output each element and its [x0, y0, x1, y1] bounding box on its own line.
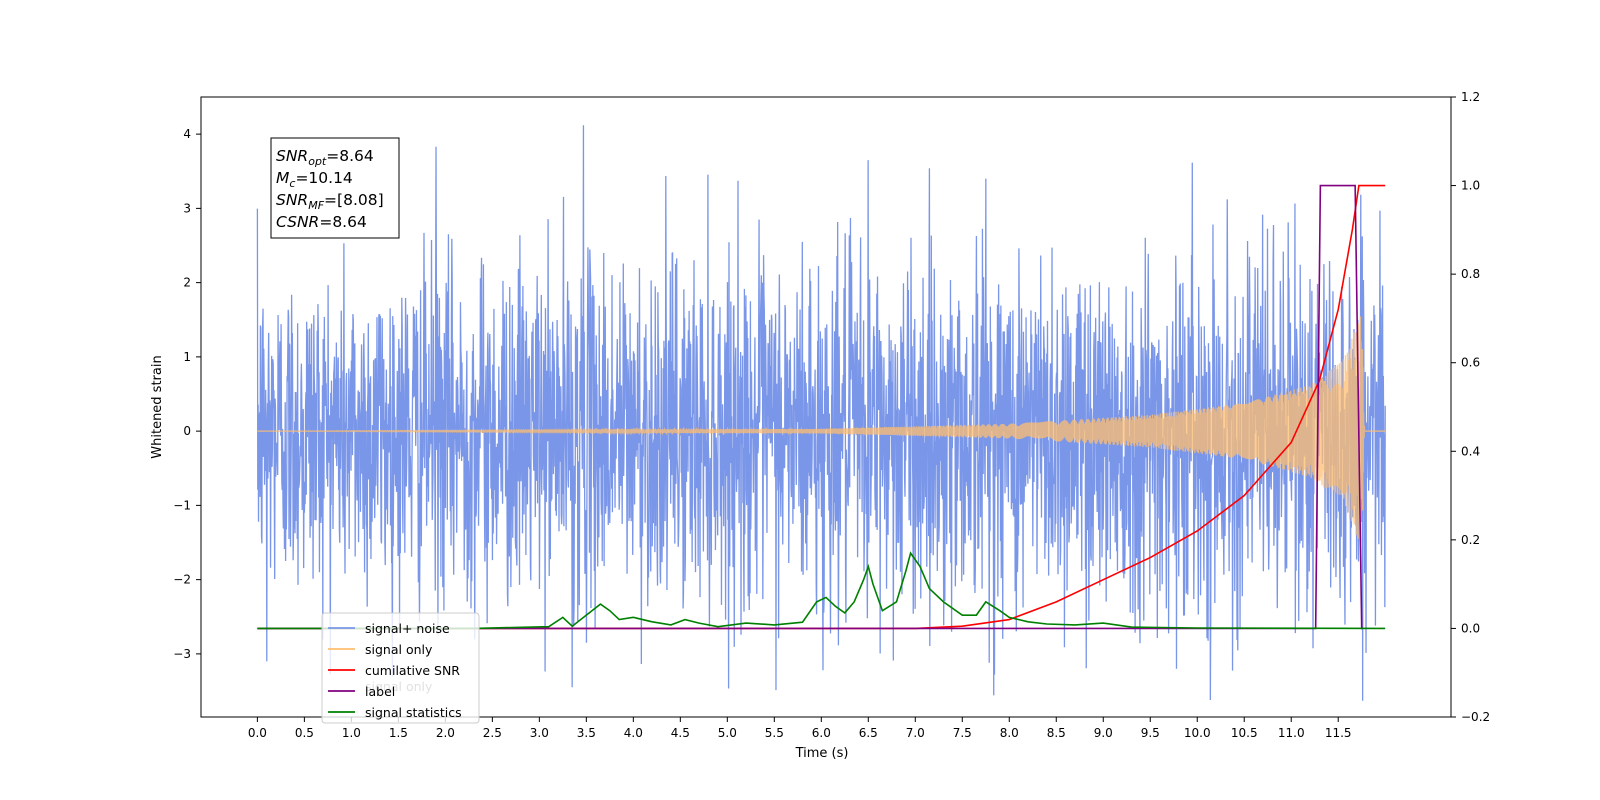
y-right-tick-label: 0.8 [1461, 267, 1480, 281]
x-tick-label: 10.5 [1231, 726, 1258, 740]
x-tick-label: 5.0 [718, 726, 737, 740]
x-tick-label: 0.5 [295, 726, 314, 740]
series-cumilative-snr [257, 184, 1386, 630]
series-layer [256, 125, 1386, 701]
plot-frame [200, 96, 1452, 718]
legend-label: cumilative SNR [365, 663, 460, 678]
x-tick-label: 11.5 [1325, 726, 1352, 740]
legend-overlap-text: signal only [365, 679, 433, 694]
x-tick-label: 10.0 [1184, 726, 1211, 740]
y-axis-right: −0.2 0.0 0.2 0.4 0.6 0.8 1.0 1.2 [1451, 90, 1490, 724]
x-tick-label: 5.5 [765, 726, 784, 740]
x-tick-label: 6.5 [859, 726, 878, 740]
x-tick-label: 3.0 [530, 726, 549, 740]
legend-label: signal statistics [365, 705, 462, 720]
y-left-tick-label: 3 [183, 201, 191, 215]
y-right-tick-label: −0.2 [1461, 710, 1490, 724]
x-tick-label: 4.5 [671, 726, 690, 740]
x-tick-label: 6.0 [812, 726, 831, 740]
legend-frame [321, 612, 480, 724]
y-right-tick-label: 0.0 [1461, 621, 1480, 635]
x-tick-label: 1.0 [342, 726, 361, 740]
y-axis-left: −3 −2 −1 0 1 2 3 4 [173, 127, 201, 661]
y-right-tick-label: 0.4 [1461, 444, 1480, 458]
x-tick-label: 8.5 [1047, 726, 1066, 740]
x-tick-label: 2.0 [436, 726, 455, 740]
x-tick-label: 7.5 [953, 726, 972, 740]
x-tick-label: 4.0 [624, 726, 643, 740]
legend-label: signal+ noise [365, 621, 450, 636]
series-signal-only [257, 316, 1386, 543]
annotation-line: CSNR=8.64 [276, 213, 367, 231]
annotation-frame [270, 137, 400, 239]
y-right-tick-label: 1.2 [1461, 90, 1480, 104]
legend-label: label [365, 684, 395, 699]
y-left-tick-label: −1 [173, 498, 191, 512]
x-tick-label: 9.0 [1094, 726, 1113, 740]
x-tick-label: 7.0 [906, 726, 925, 740]
annotation-line: SNRopt=8.64 [276, 147, 374, 168]
y-left-tick-label: 1 [183, 350, 191, 364]
y-right-tick-label: 0.2 [1461, 533, 1480, 547]
x-tick-label: 9.5 [1141, 726, 1160, 740]
x-tick-label: 11.0 [1278, 726, 1305, 740]
y-left-tick-label: 0 [183, 424, 191, 438]
annotation-line: SNRMF=[8.08] [276, 191, 384, 212]
y-left-tick-label: 2 [183, 276, 191, 290]
annotation-line: Mc=10.14 [276, 169, 353, 190]
x-tick-label: 8.0 [1000, 726, 1019, 740]
x-axis-label: Time (s) [795, 746, 849, 761]
x-axis: 0.0 0.5 1.0 1.5 2.0 2.5 3.0 3.5 4.0 4.5 5.0 5.5 6.0 6… [248, 717, 1352, 740]
y-axis-label-left: Whitened strain [150, 355, 165, 458]
y-left-tick-label: −3 [173, 647, 191, 661]
y-right-tick-label: 0.6 [1461, 356, 1480, 370]
y-right-tick-label: 1.0 [1461, 179, 1480, 193]
x-tick-label: 2.5 [483, 726, 502, 740]
y-left-tick-label: −2 [173, 573, 191, 587]
x-tick-label: 3.5 [577, 726, 596, 740]
x-tick-label: 0.0 [248, 726, 267, 740]
series-signal-statistics [257, 551, 1386, 630]
y-left-tick-label: 4 [183, 127, 191, 141]
x-tick-label: 1.5 [389, 726, 408, 740]
legend-label: signal only [365, 642, 433, 657]
